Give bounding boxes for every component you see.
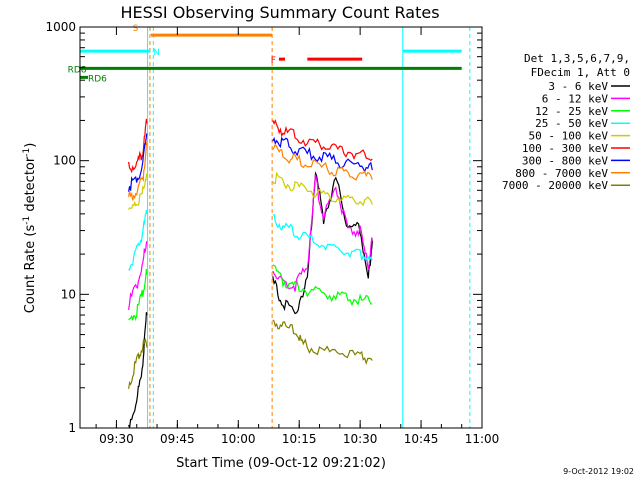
y-axis-label-sup: -1: [22, 216, 32, 225]
series-line-1-seg-0: [128, 240, 148, 310]
legend-label-2: 12 - 25 keV: [535, 105, 608, 118]
x-tick-label-2: 10:00: [221, 432, 256, 446]
series-line-4-seg-1: [272, 171, 373, 207]
x-tick-label-4: 10:30: [343, 432, 378, 446]
x-axis-ticks: 09:30 09:45 10:00 10:15 10:30 10:45 11:00: [95, 27, 500, 446]
flag-rd8-label: RD8: [68, 65, 87, 75]
series-line-7-seg-1: [272, 143, 373, 181]
y-tick-label-1: 10: [61, 287, 76, 301]
series-line-4-seg-0: [128, 173, 148, 210]
flag-f-label: F: [271, 56, 276, 66]
legend-label-6: 300 - 800 keV: [522, 154, 608, 167]
series-line-8-seg-0: [128, 337, 148, 389]
y-tick-label-0: 1: [68, 421, 76, 435]
flag-rd6-label: RD6: [88, 74, 107, 84]
series-line-2-seg-0: [128, 268, 148, 322]
y-axis-label: Count Rate (s-1 detector-1): [22, 143, 38, 314]
y-tick-label-3: 1000: [45, 20, 76, 34]
y-axis-label-mid: detector: [23, 156, 38, 216]
y-axis-label-end: ): [23, 143, 38, 148]
legend-label-3: 25 - 50 keV: [535, 117, 608, 130]
x-tick-label-1: 09:45: [160, 432, 195, 446]
series-line-7-seg-0: [128, 142, 148, 201]
series-line-1-seg-1: [272, 174, 373, 292]
plot-frame: [79, 26, 483, 429]
legend-label-4: 50 - 100 keV: [529, 130, 609, 143]
flag-n-label: N: [153, 48, 160, 58]
series-line-3-seg-0: [128, 209, 148, 272]
footer-date: 9-Oct-2012 19:02: [563, 467, 634, 476]
legend-label-5: 100 - 300 keV: [522, 142, 608, 155]
y-axis-label-main: Count Rate (s: [23, 225, 38, 314]
legend-header-1: Det 1,3,5,6,7,9,: [524, 52, 630, 65]
series-line-8-seg-1: [272, 319, 373, 366]
series-line-5-seg-0: [128, 118, 148, 174]
legend-label-8: 7000 - 20000 keV: [502, 179, 608, 192]
legend-label-1: 6 - 12 keV: [542, 92, 609, 105]
series-line-6-seg-1: [272, 136, 373, 174]
legend: Det 1,3,5,6,7,9, FDecim 1, Att 0 3 - 6 k…: [502, 52, 630, 192]
y-tick-label-2: 100: [53, 154, 76, 168]
flag-s-label: S: [133, 24, 139, 34]
y-axis-label-sup2: -1: [22, 148, 32, 157]
legend-label-0: 3 - 6 keV: [548, 80, 608, 93]
x-axis-label: Start Time (09-Oct-12 09:21:02): [176, 456, 386, 471]
x-tick-label-3: 10:15: [282, 432, 317, 446]
y-axis-ticks: 1 10 100 1000: [45, 20, 482, 435]
chart-title: HESSI Observing Summary Count Rates: [120, 3, 439, 22]
series-line-0-seg-0: [128, 312, 148, 428]
series-line-3-seg-1: [272, 213, 373, 262]
series-line-6-seg-0: [128, 133, 148, 192]
series-line-2-seg-1: [272, 264, 373, 307]
x-tick-label-0: 09:30: [99, 432, 134, 446]
x-tick-label-5: 10:45: [404, 432, 439, 446]
legend-header-2: FDecim 1, Att 0: [531, 66, 630, 79]
legend-label-7: 800 - 7000 keV: [515, 167, 608, 180]
series-line-5-seg-1: [272, 119, 373, 162]
x-tick-label-6: 11:00: [465, 432, 500, 446]
series-line-0-seg-1: [272, 171, 373, 315]
